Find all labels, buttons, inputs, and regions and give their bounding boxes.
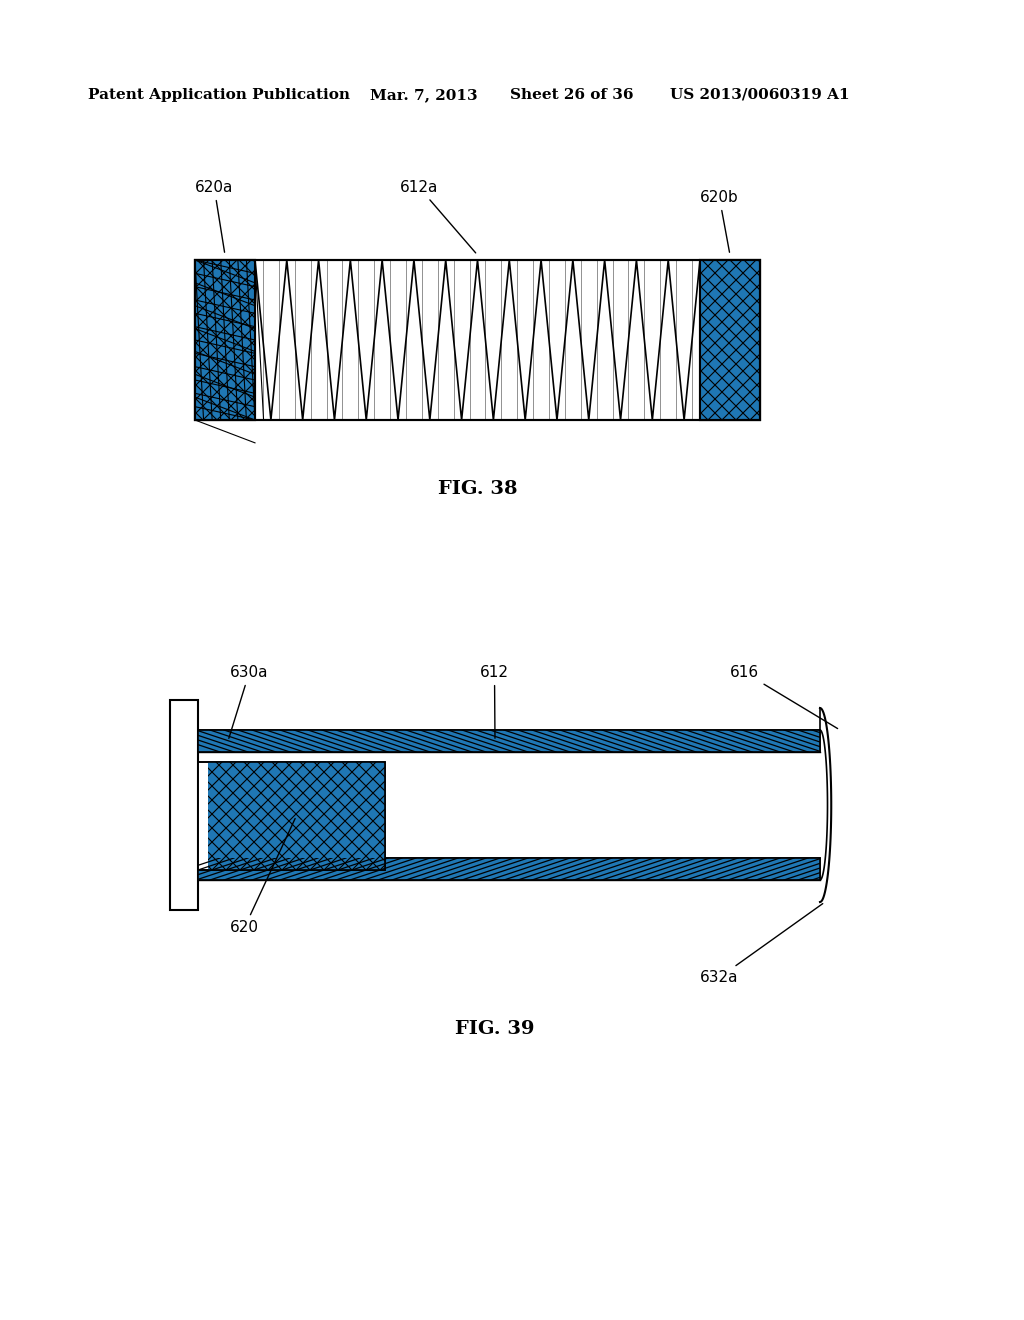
Bar — [195, 260, 255, 420]
Text: 632a: 632a — [700, 904, 822, 985]
Text: 620: 620 — [230, 818, 295, 935]
Text: Mar. 7, 2013: Mar. 7, 2013 — [370, 88, 477, 102]
Text: Patent Application Publication: Patent Application Publication — [88, 88, 350, 102]
Bar — [198, 858, 820, 880]
Bar — [198, 762, 385, 870]
Bar — [195, 260, 255, 420]
Text: 630a: 630a — [228, 665, 268, 738]
Bar — [195, 260, 255, 420]
Bar — [170, 700, 198, 909]
Text: 616: 616 — [730, 665, 838, 729]
Bar — [700, 260, 760, 420]
Text: FIG. 38: FIG. 38 — [437, 480, 517, 498]
Bar — [195, 260, 760, 420]
Text: 612a: 612a — [400, 180, 476, 253]
Bar — [198, 730, 820, 752]
Text: 612: 612 — [480, 665, 509, 738]
Text: FIG. 39: FIG. 39 — [456, 1020, 535, 1038]
Bar — [700, 260, 760, 420]
Bar — [198, 858, 820, 880]
Text: 620a: 620a — [195, 180, 233, 252]
Text: 620b: 620b — [700, 190, 738, 252]
Bar — [198, 858, 820, 880]
Bar — [195, 260, 760, 420]
Bar — [208, 762, 385, 870]
Bar — [198, 730, 820, 752]
Text: Sheet 26 of 36: Sheet 26 of 36 — [510, 88, 634, 102]
Bar — [700, 260, 760, 420]
Bar — [198, 762, 385, 870]
Bar — [198, 730, 820, 752]
Text: US 2013/0060319 A1: US 2013/0060319 A1 — [670, 88, 850, 102]
